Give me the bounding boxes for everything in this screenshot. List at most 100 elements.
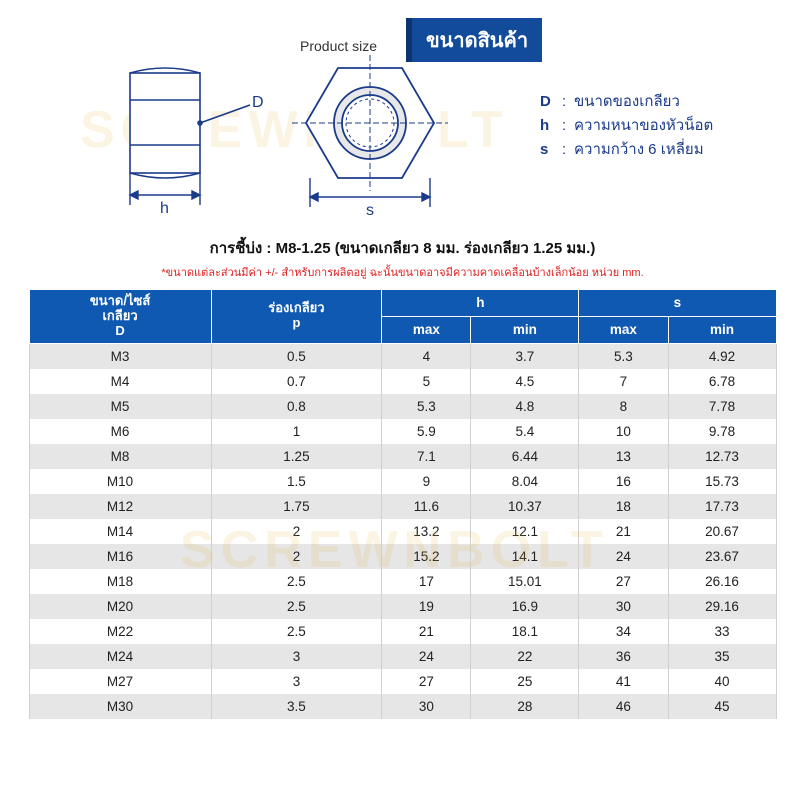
table-cell: 5.3 — [382, 394, 471, 419]
table-cell: 29.16 — [668, 594, 776, 619]
table-cell: 0.7 — [211, 369, 382, 394]
table-head: ขนาด/ไซส์ เกลียว D ร่องเกลียว p h s max … — [29, 290, 776, 344]
table-cell: 5.9 — [382, 419, 471, 444]
table-cell: 4.92 — [668, 343, 776, 369]
table-cell: 2.5 — [211, 594, 382, 619]
legend-colon: : — [562, 138, 574, 162]
table-cell: 1.75 — [211, 494, 382, 519]
table-cell: 3.7 — [471, 343, 579, 369]
table-cell: M3 — [29, 343, 211, 369]
table-cell: 11.6 — [382, 494, 471, 519]
table-cell: 27 — [579, 569, 668, 594]
table-cell: 5.3 — [579, 343, 668, 369]
table-row: M182.51715.012726.16 — [29, 569, 776, 594]
table-cell: 22 — [471, 644, 579, 669]
table-cell: 28 — [471, 694, 579, 719]
dim-s-label: s — [366, 202, 374, 219]
table-cell: 15.2 — [382, 544, 471, 569]
col-s-header: s — [579, 290, 776, 317]
legend-row: D : ขนาดของเกลียว — [540, 90, 713, 114]
table-cell: M8 — [29, 444, 211, 469]
table-cell: 27 — [382, 669, 471, 694]
table-cell: M14 — [29, 519, 211, 544]
table-cell: 9 — [382, 469, 471, 494]
table-cell: 4.8 — [471, 394, 579, 419]
table-cell: 2 — [211, 519, 382, 544]
table-cell: 3.5 — [211, 694, 382, 719]
legend-desc: ความหนาของหัวน็อต — [574, 114, 713, 138]
table-cell: 2.5 — [211, 619, 382, 644]
table-cell: 15.01 — [471, 569, 579, 594]
table-row: M202.51916.93029.16 — [29, 594, 776, 619]
table-row: M50.85.34.887.78 — [29, 394, 776, 419]
table-cell: 25 — [471, 669, 579, 694]
table-cell: 1.5 — [211, 469, 382, 494]
table-cell: 35 — [668, 644, 776, 669]
col-D-header: ขนาด/ไซส์ เกลียว D — [29, 290, 211, 344]
table-cell: 12.1 — [471, 519, 579, 544]
table-cell: 10.37 — [471, 494, 579, 519]
table-cell: 14.1 — [471, 544, 579, 569]
legend-colon: : — [562, 90, 574, 114]
col-h-header: h — [382, 290, 579, 317]
legend-colon: : — [562, 114, 574, 138]
dimension-legend: D : ขนาดของเกลียว h : ความหนาของหัวน็อต … — [540, 90, 713, 162]
desc-value: M8-1.25 (ขนาดเกลียว 8 มม. ร่องเกลียว 1.2… — [276, 240, 596, 257]
legend-key: D — [540, 90, 562, 114]
dim-D-label: D — [252, 94, 264, 111]
table-cell: M6 — [29, 419, 211, 444]
table-row: M14213.212.12120.67 — [29, 519, 776, 544]
table-cell: 12.73 — [668, 444, 776, 469]
col-p-header: ร่องเกลียว p — [211, 290, 382, 344]
table-cell: 0.8 — [211, 394, 382, 419]
table-cell: 8 — [579, 394, 668, 419]
nut-diagram: D h s — [100, 55, 520, 225]
table-cell: 9.78 — [668, 419, 776, 444]
col-h-min: min — [471, 316, 579, 343]
table-row: M121.7511.610.371817.73 — [29, 494, 776, 519]
table-cell: 33 — [668, 619, 776, 644]
table-cell: 17 — [382, 569, 471, 594]
product-size-label: Product size — [300, 38, 377, 54]
table-row: M24324223635 — [29, 644, 776, 669]
table-cell: 15.73 — [668, 469, 776, 494]
description-note: *ขนาดแต่ละส่วนมีค่า +/- สำหรับการผลิตอยู… — [0, 263, 805, 281]
table-cell: 21 — [579, 519, 668, 544]
table-cell: 6.44 — [471, 444, 579, 469]
table-cell: M10 — [29, 469, 211, 494]
table-cell: 26.16 — [668, 569, 776, 594]
table-cell: 21 — [382, 619, 471, 644]
table-cell: 2 — [211, 544, 382, 569]
table-row: M30.543.75.34.92 — [29, 343, 776, 369]
table-cell: M22 — [29, 619, 211, 644]
table-cell: M18 — [29, 569, 211, 594]
table-cell: 7.78 — [668, 394, 776, 419]
table-cell: 19 — [382, 594, 471, 619]
table-cell: 20.67 — [668, 519, 776, 544]
table-cell: 13.2 — [382, 519, 471, 544]
table-cell: M20 — [29, 594, 211, 619]
legend-desc: ความกว้าง 6 เหลี่ยม — [574, 138, 704, 162]
table-row: M40.754.576.78 — [29, 369, 776, 394]
table-row: M81.257.16.441312.73 — [29, 444, 776, 469]
desc-label: การชี้บ่ง : — [210, 240, 272, 257]
legend-desc: ขนาดของเกลียว — [574, 90, 680, 114]
table-cell: 3 — [211, 644, 382, 669]
table-row: M303.530284645 — [29, 694, 776, 719]
table-row: M16215.214.12423.67 — [29, 544, 776, 569]
table-body: M30.543.75.34.92M40.754.576.78M50.85.34.… — [29, 343, 776, 719]
table-cell: 3 — [211, 669, 382, 694]
table-cell: M16 — [29, 544, 211, 569]
col-s-max: max — [579, 316, 668, 343]
table-cell: 10 — [579, 419, 668, 444]
table-cell: 4.5 — [471, 369, 579, 394]
table-row: M615.95.4109.78 — [29, 419, 776, 444]
table-cell: 2.5 — [211, 569, 382, 594]
table-cell: 16 — [579, 469, 668, 494]
table-cell: 45 — [668, 694, 776, 719]
table-cell: 46 — [579, 694, 668, 719]
table-cell: 34 — [579, 619, 668, 644]
table-cell: 18 — [579, 494, 668, 519]
table-row: M27327254140 — [29, 669, 776, 694]
table-cell: 13 — [579, 444, 668, 469]
